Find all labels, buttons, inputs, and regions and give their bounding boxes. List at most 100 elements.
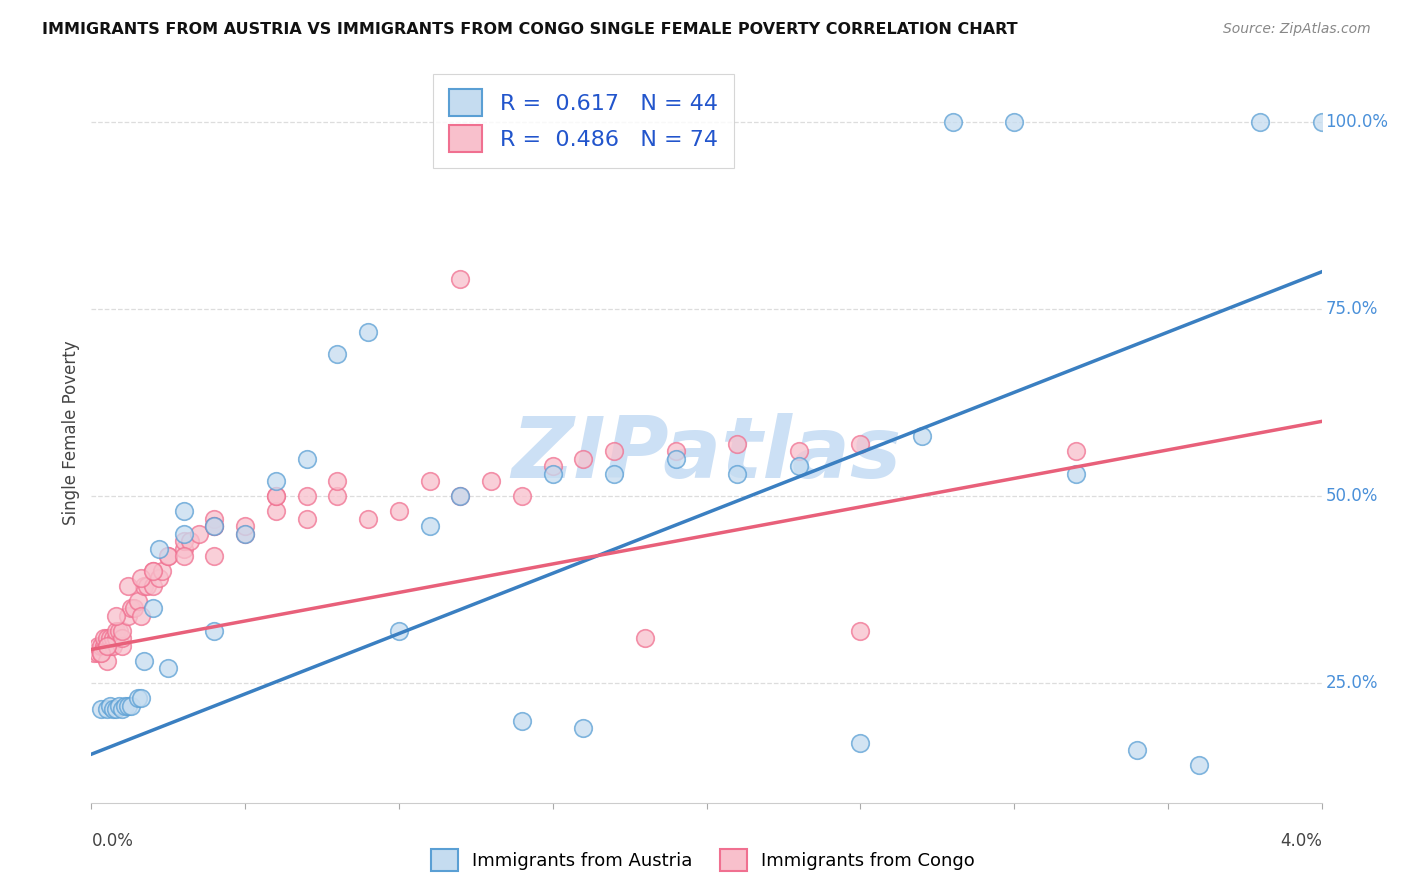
Point: [90, 646, 112, 660]
Point: [541, 467, 564, 481]
Point: [419, 474, 441, 488]
Point: [295, 489, 318, 503]
Point: [96, 639, 118, 653]
Point: [117, 608, 139, 623]
Point: [101, 702, 124, 716]
Point: [142, 564, 165, 578]
Point: [157, 661, 180, 675]
Point: [117, 698, 139, 713]
Point: [111, 632, 134, 646]
Point: [202, 519, 225, 533]
Point: [295, 511, 318, 525]
Point: [83, 646, 105, 660]
Point: [86, 646, 108, 660]
Point: [101, 639, 124, 653]
Point: [173, 534, 195, 549]
Point: [665, 451, 688, 466]
Point: [105, 624, 127, 638]
Point: [120, 601, 142, 615]
Point: [120, 698, 142, 713]
Point: [1064, 444, 1087, 458]
Point: [93, 632, 115, 646]
Point: [264, 504, 287, 518]
Point: [264, 489, 287, 503]
Point: [105, 608, 127, 623]
Point: [1064, 467, 1087, 481]
Point: [911, 429, 934, 443]
Text: IMMIGRANTS FROM AUSTRIA VS IMMIGRANTS FROM CONGO SINGLE FEMALE POVERTY CORRELATI: IMMIGRANTS FROM AUSTRIA VS IMMIGRANTS FR…: [42, 22, 1018, 37]
Point: [111, 624, 134, 638]
Point: [326, 474, 349, 488]
Point: [202, 511, 225, 525]
Point: [142, 564, 165, 578]
Text: 25.0%: 25.0%: [1326, 674, 1378, 692]
Point: [419, 519, 441, 533]
Point: [96, 654, 118, 668]
Text: ZIPatlas: ZIPatlas: [512, 413, 901, 496]
Point: [142, 601, 165, 615]
Text: 75.0%: 75.0%: [1326, 301, 1378, 318]
Point: [150, 564, 173, 578]
Point: [725, 437, 748, 451]
Point: [541, 459, 564, 474]
Point: [148, 571, 170, 585]
Text: 100.0%: 100.0%: [1326, 113, 1388, 131]
Text: 0.0%: 0.0%: [91, 832, 134, 850]
Point: [188, 526, 211, 541]
Point: [357, 511, 380, 525]
Point: [665, 444, 688, 458]
Point: [129, 608, 152, 623]
Point: [941, 115, 963, 129]
Point: [357, 325, 380, 339]
Point: [135, 579, 157, 593]
Point: [202, 549, 225, 563]
Point: [1310, 115, 1333, 129]
Point: [173, 541, 195, 556]
Point: [173, 526, 195, 541]
Point: [101, 632, 124, 646]
Point: [157, 549, 180, 563]
Point: [179, 534, 201, 549]
Point: [96, 632, 118, 646]
Point: [132, 654, 155, 668]
Point: [572, 721, 595, 735]
Point: [295, 451, 318, 466]
Point: [98, 632, 121, 646]
Point: [479, 474, 502, 488]
Point: [173, 549, 195, 563]
Point: [202, 519, 225, 533]
Point: [90, 702, 112, 716]
Point: [96, 639, 118, 653]
Point: [264, 474, 287, 488]
Point: [105, 702, 127, 716]
Point: [108, 698, 131, 713]
Text: Source: ZipAtlas.com: Source: ZipAtlas.com: [1223, 22, 1371, 37]
Text: 50.0%: 50.0%: [1326, 487, 1378, 505]
Point: [129, 571, 152, 585]
Point: [326, 347, 349, 361]
Point: [90, 646, 112, 660]
Point: [96, 702, 118, 716]
Point: [1126, 743, 1149, 757]
Point: [127, 594, 149, 608]
Point: [233, 526, 256, 541]
Point: [449, 489, 471, 503]
Point: [111, 639, 134, 653]
Point: [233, 526, 256, 541]
Point: [264, 489, 287, 503]
Point: [572, 451, 595, 466]
Point: [129, 691, 152, 706]
Point: [849, 437, 872, 451]
Point: [787, 459, 810, 474]
Point: [1249, 115, 1271, 129]
Point: [142, 579, 165, 593]
Point: [98, 639, 121, 653]
Point: [1002, 115, 1025, 129]
Point: [86, 639, 108, 653]
Point: [132, 579, 155, 593]
Point: [725, 467, 748, 481]
Point: [173, 504, 195, 518]
Point: [787, 444, 810, 458]
Legend: R =  0.617   N = 44, R =  0.486   N = 74: R = 0.617 N = 44, R = 0.486 N = 74: [433, 73, 734, 168]
Point: [111, 702, 134, 716]
